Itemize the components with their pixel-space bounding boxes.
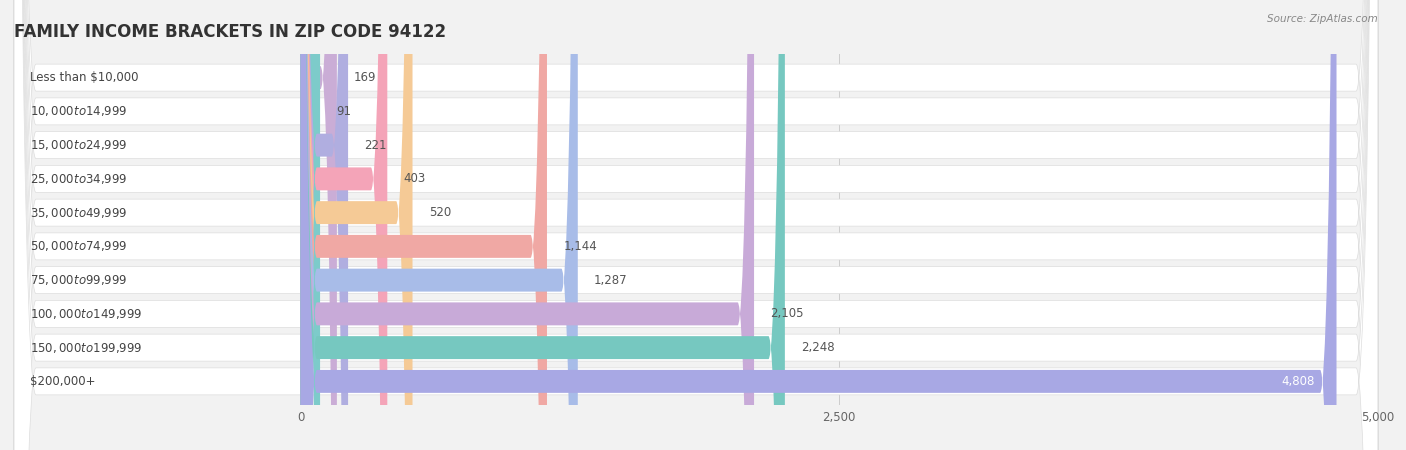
FancyBboxPatch shape [14, 0, 1378, 450]
FancyBboxPatch shape [301, 0, 1337, 450]
Text: 1,144: 1,144 [564, 240, 598, 253]
FancyBboxPatch shape [301, 0, 754, 450]
Text: 4,808: 4,808 [1281, 375, 1315, 388]
FancyBboxPatch shape [301, 0, 578, 450]
Text: Source: ZipAtlas.com: Source: ZipAtlas.com [1267, 14, 1378, 23]
Text: 1,287: 1,287 [595, 274, 628, 287]
FancyBboxPatch shape [301, 0, 387, 450]
FancyBboxPatch shape [301, 0, 412, 450]
Text: $10,000 to $14,999: $10,000 to $14,999 [31, 104, 128, 118]
Text: $25,000 to $34,999: $25,000 to $34,999 [31, 172, 128, 186]
FancyBboxPatch shape [14, 0, 1378, 450]
Text: 403: 403 [404, 172, 426, 185]
FancyBboxPatch shape [301, 0, 321, 450]
FancyBboxPatch shape [301, 0, 349, 450]
Text: 221: 221 [364, 139, 387, 152]
Text: 91: 91 [336, 105, 352, 118]
FancyBboxPatch shape [301, 0, 547, 450]
Text: 2,105: 2,105 [770, 307, 804, 320]
FancyBboxPatch shape [14, 0, 1378, 450]
Text: 2,248: 2,248 [801, 341, 835, 354]
Text: Less than $10,000: Less than $10,000 [31, 71, 139, 84]
Text: $50,000 to $74,999: $50,000 to $74,999 [31, 239, 128, 253]
Text: 169: 169 [353, 71, 375, 84]
FancyBboxPatch shape [14, 0, 1378, 450]
FancyBboxPatch shape [14, 0, 1378, 450]
Text: 520: 520 [429, 206, 451, 219]
FancyBboxPatch shape [301, 0, 785, 450]
FancyBboxPatch shape [14, 0, 1378, 450]
Text: $100,000 to $149,999: $100,000 to $149,999 [31, 307, 143, 321]
FancyBboxPatch shape [14, 0, 1378, 450]
Text: $200,000+: $200,000+ [31, 375, 96, 388]
Text: FAMILY INCOME BRACKETS IN ZIP CODE 94122: FAMILY INCOME BRACKETS IN ZIP CODE 94122 [14, 23, 446, 41]
FancyBboxPatch shape [14, 0, 1378, 450]
FancyBboxPatch shape [14, 0, 1378, 450]
FancyBboxPatch shape [14, 0, 1378, 450]
Text: $35,000 to $49,999: $35,000 to $49,999 [31, 206, 128, 220]
Text: $15,000 to $24,999: $15,000 to $24,999 [31, 138, 128, 152]
Text: $75,000 to $99,999: $75,000 to $99,999 [31, 273, 128, 287]
Text: $150,000 to $199,999: $150,000 to $199,999 [31, 341, 143, 355]
FancyBboxPatch shape [301, 0, 337, 450]
